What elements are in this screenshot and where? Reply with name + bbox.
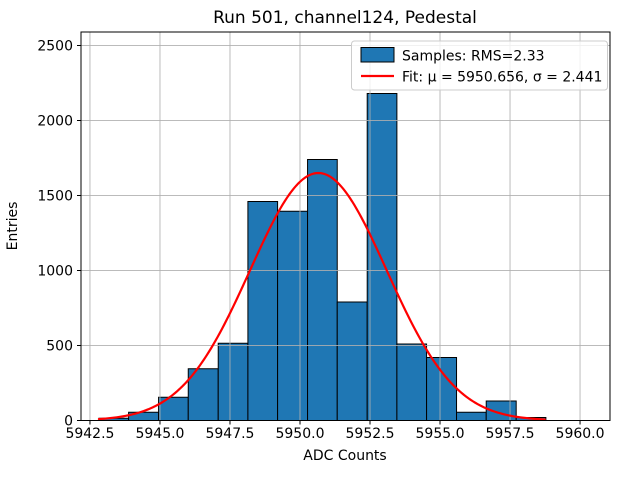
histogram-bar: [426, 357, 458, 421]
histogram-bar: [336, 301, 368, 421]
axes-frame: [80, 31, 611, 421]
histogram-bars: [98, 93, 547, 421]
x-tick-label: 5942.5: [65, 426, 114, 442]
legend-fit-label: Fit: μ = 5950.656, σ = 2.441: [402, 70, 602, 86]
x-axis-label: ADC Counts: [303, 448, 386, 464]
histogram-bar: [366, 93, 398, 421]
x-tick-label: 5960.0: [556, 426, 605, 442]
y-tick-label: 0: [64, 414, 73, 430]
y-tick-label: 2000: [37, 114, 73, 130]
y-tick-label: 1500: [37, 189, 73, 205]
x-tick-label: 5957.5: [486, 426, 535, 442]
x-tick-label: 5952.5: [346, 426, 395, 442]
histogram-bar: [277, 210, 309, 421]
histogram-bar: [187, 368, 219, 421]
y-tick-label: 2500: [37, 39, 73, 55]
legend: Samples: RMS=2.33 Fit: μ = 5950.656, σ =…: [351, 40, 608, 91]
grid-lines: [81, 32, 610, 421]
x-tick-label: 5947.5: [205, 426, 254, 442]
chart-title: Run 501, channel124, Pedestal: [213, 8, 477, 28]
gaussian-fit-curve: [97, 171, 546, 421]
x-tick-label: 5945.0: [135, 426, 184, 442]
plot-border: [80, 31, 611, 421]
y-tick-label: 500: [46, 339, 73, 355]
y-axis-label: Entries: [5, 202, 21, 251]
legend-samples-label: Samples: RMS=2.33: [402, 49, 545, 65]
histogram-bar: [217, 342, 249, 421]
y-tick-label: 1000: [37, 264, 73, 280]
legend-box: [351, 40, 608, 91]
histogram-bar: [396, 343, 428, 421]
histogram-bar: [247, 201, 279, 421]
legend-samples-swatch: [360, 47, 395, 63]
histogram-bar: [307, 159, 338, 421]
x-tick-label: 5955.0: [416, 426, 465, 442]
histogram-bar: [456, 411, 487, 421]
x-tick-label: 5950.0: [275, 426, 324, 442]
tick-marks-and-labels: 5942.5 5945.0 5947.5 5950.0 5952.5 5955.0 5957…: [37, 39, 604, 443]
